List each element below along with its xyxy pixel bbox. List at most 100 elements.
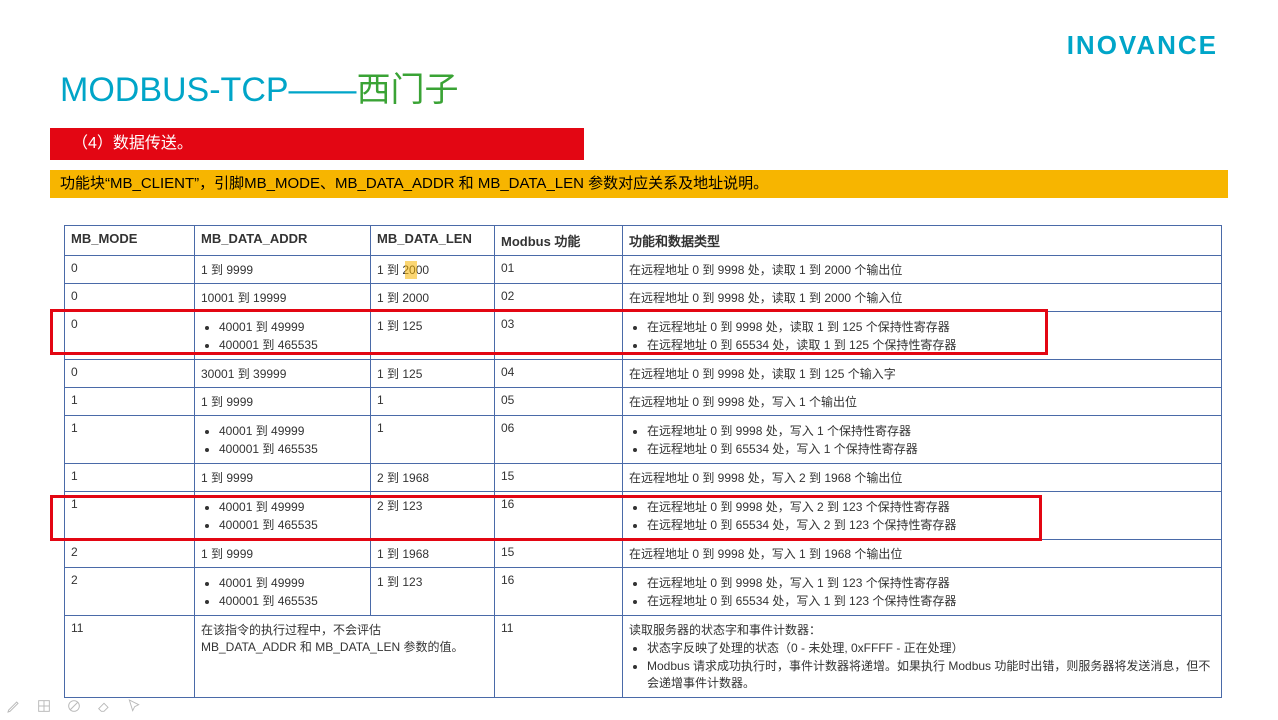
list-item: 40001 到 49999 (219, 422, 364, 439)
table-row: 01 到 99991 到 200001在远程地址 0 到 9998 处，读取 1… (65, 256, 1222, 284)
cell-desc: 在远程地址 0 到 9998 处，读取 1 到 125 个输入字 (623, 360, 1222, 388)
title-main: MODBUS-TCP—— (60, 71, 357, 109)
cell-mb-data-len: 2 到 1968 (371, 464, 495, 492)
table-row: 140001 到 49999400001 到 465535106在远程地址 0 … (65, 416, 1222, 464)
cell-mb-data-addr: 40001 到 49999400001 到 465535 (195, 416, 371, 464)
list-item: 40001 到 49999 (219, 318, 364, 335)
table-row: 11 到 9999105在远程地址 0 到 9998 处，写入 1 个输出位 (65, 388, 1222, 416)
cell-mb-mode: 1 (65, 464, 195, 492)
cell-desc: 在远程地址 0 到 9998 处，读取 1 到 125 个保持性寄存器在远程地址… (623, 312, 1222, 360)
table-row: 140001 到 49999400001 到 4655352 到 12316在远… (65, 492, 1222, 540)
cell-mb-mode: 11 (65, 616, 195, 698)
list-item: 在远程地址 0 到 9998 处，写入 1 个保持性寄存器 (647, 422, 1215, 439)
cell-mb-mode: 0 (65, 256, 195, 284)
cell-mb-data-addr: 10001 到 19999 (195, 284, 371, 312)
table-row: 11 到 99992 到 196815在远程地址 0 到 9998 处，写入 2… (65, 464, 1222, 492)
cell-modbus-func: 15 (495, 464, 623, 492)
cell-desc: 在远程地址 0 到 9998 处，写入 2 到 123 个保持性寄存器在远程地址… (623, 492, 1222, 540)
cell-modbus-func: 06 (495, 416, 623, 464)
list-item: 在远程地址 0 到 9998 处，写入 1 到 123 个保持性寄存器 (647, 574, 1215, 591)
cell-desc: 在远程地址 0 到 9998 处，写入 1 到 1968 个输出位 (623, 540, 1222, 568)
col-mb-data-len: MB_DATA_LEN (371, 226, 495, 256)
cell-desc: 在远程地址 0 到 9998 处，写入 1 到 123 个保持性寄存器在远程地址… (623, 568, 1222, 616)
cell-modbus-func: 03 (495, 312, 623, 360)
cell-mb-data-len: 1 到 125 (371, 360, 495, 388)
cell-mb-mode: 0 (65, 360, 195, 388)
cell-desc: 读取服务器的状态字和事件计数器：状态字反映了处理的状态（0 - 未处理, 0xF… (623, 616, 1222, 698)
cell-mb-data-addr: 1 到 9999 (195, 388, 371, 416)
section-yellow-bar: 功能块“MB_CLIENT”，引脚MB_MODE、MB_DATA_ADDR 和 … (50, 170, 1228, 198)
table-row: 240001 到 49999400001 到 4655351 到 12316在远… (65, 568, 1222, 616)
desc-intro: 读取服务器的状态字和事件计数器： (629, 621, 1215, 638)
list-item: 在远程地址 0 到 65534 处，写入 2 到 123 个保持性寄存器 (647, 516, 1215, 533)
col-modbus-func: Modbus 功能 (495, 226, 623, 256)
cell-mb-mode: 0 (65, 312, 195, 360)
table-row: 21 到 99991 到 196815在远程地址 0 到 9998 处，写入 1… (65, 540, 1222, 568)
list-item: 400001 到 465535 (219, 592, 364, 609)
cell-mb-mode: 1 (65, 416, 195, 464)
list-item: 状态字反映了处理的状态（0 - 未处理, 0xFFFF - 正在处理） (647, 639, 1215, 656)
list-item: 在远程地址 0 到 65534 处，写入 1 到 123 个保持性寄存器 (647, 592, 1215, 609)
table-row: 010001 到 199991 到 200002在远程地址 0 到 9998 处… (65, 284, 1222, 312)
cell-mb-data-len: 1 到 125 (371, 312, 495, 360)
cell-mb-data-len: 1 (371, 388, 495, 416)
section-red-bar: （4）数据传送。 (50, 128, 584, 160)
cell-mb-data-addr: 30001 到 39999 (195, 360, 371, 388)
pen-icon[interactable] (6, 698, 22, 714)
cell-mb-mode: 1 (65, 388, 195, 416)
list-item: 400001 到 465535 (219, 336, 364, 353)
list-item: 在远程地址 0 到 9998 处，写入 2 到 123 个保持性寄存器 (647, 498, 1215, 515)
cell-mb-data-len: 1 到 123 (371, 568, 495, 616)
cell-modbus-func: 02 (495, 284, 623, 312)
cell-modbus-func: 01 (495, 256, 623, 284)
brand-logo: INOVANCE (1067, 30, 1218, 61)
cell-modbus-func: 11 (495, 616, 623, 698)
cell-mb-data-addr: 1 到 9999 (195, 540, 371, 568)
cell-mb-data-addr: 40001 到 49999400001 到 465535 (195, 492, 371, 540)
table-row: 11在该指令的执行过程中，不会评估 MB_DATA_ADDR 和 MB_DATA… (65, 616, 1222, 698)
cell-mb-data-len: 1 (371, 416, 495, 464)
cell-modbus-func: 05 (495, 388, 623, 416)
cell-mb-data-len: 2 到 123 (371, 492, 495, 540)
cell-desc: 在远程地址 0 到 9998 处，读取 1 到 2000 个输出位 (623, 256, 1222, 284)
cell-mb-data-addr: 1 到 9999 (195, 464, 371, 492)
list-item: 400001 到 465535 (219, 440, 364, 457)
cell-mb-mode: 2 (65, 568, 195, 616)
eraser-icon[interactable] (96, 698, 112, 714)
slash-circle-icon[interactable] (66, 698, 82, 714)
cell-modbus-func: 04 (495, 360, 623, 388)
list-item: Modbus 请求成功执行时，事件计数器将递增。如果执行 Modbus 功能时出… (647, 657, 1215, 691)
cell-mb-data-len: 1 到 2000 (371, 256, 495, 284)
list-item: 40001 到 49999 (219, 574, 364, 591)
presenter-toolbar (6, 698, 142, 714)
list-item: 在远程地址 0 到 65534 处，读取 1 到 125 个保持性寄存器 (647, 336, 1215, 353)
list-item: 在远程地址 0 到 65534 处，写入 1 个保持性寄存器 (647, 440, 1215, 457)
grid-icon[interactable] (36, 698, 52, 714)
cell-mb-data-addr: 40001 到 49999400001 到 465535 (195, 568, 371, 616)
list-item: 40001 到 49999 (219, 498, 364, 515)
cell-desc: 在远程地址 0 到 9998 处，读取 1 到 2000 个输入位 (623, 284, 1222, 312)
col-mb-data-addr: MB_DATA_ADDR (195, 226, 371, 256)
cell-mb-mode: 1 (65, 492, 195, 540)
cell-mb-data-len: 1 到 1968 (371, 540, 495, 568)
title-suffix: 西门子 (357, 71, 459, 109)
cell-mb-data-len: 1 到 2000 (371, 284, 495, 312)
cell-modbus-func: 15 (495, 540, 623, 568)
cell-desc: 在远程地址 0 到 9998 处，写入 2 到 1968 个输出位 (623, 464, 1222, 492)
cell-mb-data-addr: 1 到 9999 (195, 256, 371, 284)
cell-mb-data-addr: 40001 到 49999400001 到 465535 (195, 312, 371, 360)
cell-mb-mode: 2 (65, 540, 195, 568)
list-item: 在远程地址 0 到 9998 处，读取 1 到 125 个保持性寄存器 (647, 318, 1215, 335)
cursor-icon[interactable] (126, 698, 142, 714)
col-mb-mode: MB_MODE (65, 226, 195, 256)
cell-desc: 在远程地址 0 到 9998 处，写入 1 个输出位 (623, 388, 1222, 416)
cell-mb-mode: 0 (65, 284, 195, 312)
slide-title: MODBUS-TCP——西门子 (60, 62, 459, 111)
col-desc: 功能和数据类型 (623, 226, 1222, 256)
table-header-row: MB_MODE MB_DATA_ADDR MB_DATA_LEN Modbus … (65, 226, 1222, 256)
cell-modbus-func: 16 (495, 492, 623, 540)
table-row: 040001 到 49999400001 到 4655351 到 12503在远… (65, 312, 1222, 360)
list-item: 400001 到 465535 (219, 516, 364, 533)
modbus-table: MB_MODE MB_DATA_ADDR MB_DATA_LEN Modbus … (64, 225, 1222, 698)
cell-mb-data-addr-len: 在该指令的执行过程中，不会评估 MB_DATA_ADDR 和 MB_DATA_L… (195, 616, 495, 698)
